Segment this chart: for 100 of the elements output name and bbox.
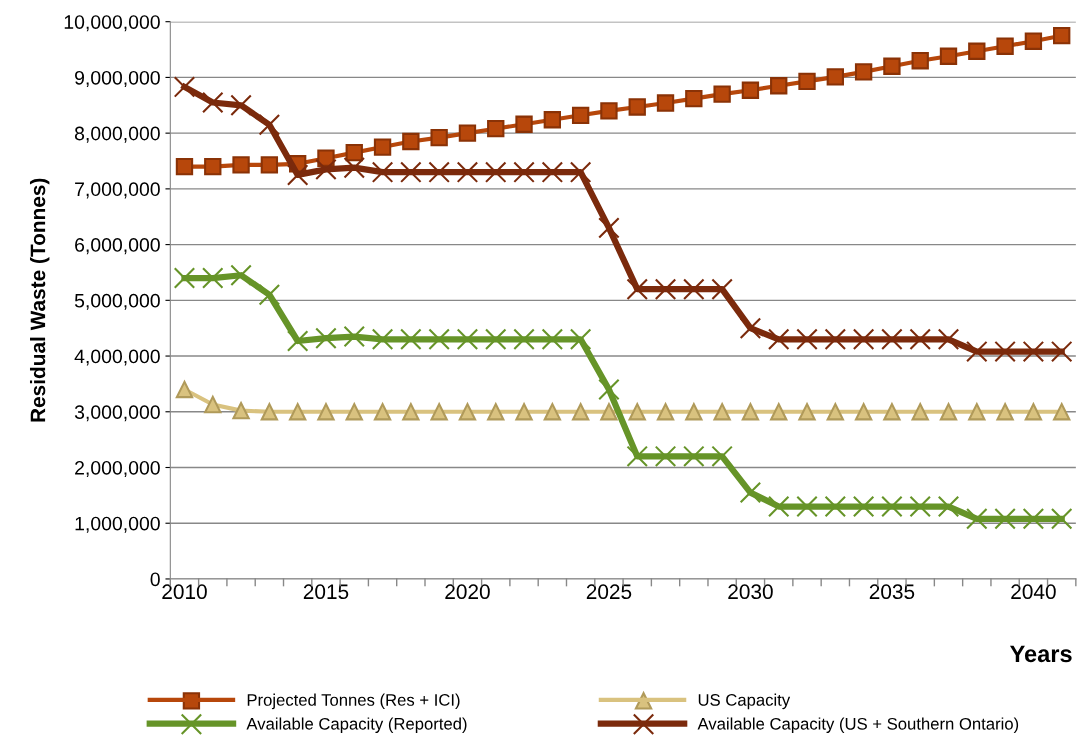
point — [598, 378, 620, 401]
point — [826, 68, 844, 86]
y-tick-label: 6,000,000 — [75, 238, 160, 255]
x-tick-label: 2025 — [586, 584, 632, 600]
point — [626, 278, 648, 300]
point — [317, 403, 335, 421]
point — [739, 317, 762, 339]
y-tick-label: 0 — [150, 572, 160, 587]
point — [286, 164, 309, 186]
point — [824, 495, 847, 518]
point — [230, 264, 252, 287]
point — [741, 403, 760, 421]
point — [767, 495, 790, 518]
point — [343, 325, 366, 348]
y-tick-label: 10,000,000 — [64, 15, 160, 32]
point — [428, 328, 450, 351]
point — [541, 161, 564, 183]
point — [796, 328, 818, 351]
point — [711, 278, 733, 300]
point — [626, 445, 648, 468]
point — [824, 328, 847, 351]
point — [569, 161, 592, 183]
point — [204, 157, 222, 176]
point — [258, 283, 281, 306]
point — [230, 94, 252, 117]
point — [543, 111, 562, 129]
point — [683, 445, 705, 468]
x-tick-label: 2020 — [445, 584, 490, 600]
point — [939, 403, 958, 421]
point — [966, 340, 988, 363]
point — [1053, 403, 1071, 421]
point — [402, 132, 420, 151]
point — [288, 403, 307, 421]
point — [487, 403, 505, 421]
point — [1022, 508, 1045, 530]
point — [175, 380, 194, 399]
point — [173, 267, 196, 289]
point — [232, 401, 250, 420]
point — [515, 403, 533, 421]
point — [911, 403, 929, 421]
point — [1024, 32, 1043, 50]
point — [798, 72, 816, 90]
point — [1050, 508, 1073, 530]
point — [826, 403, 844, 421]
point — [968, 42, 986, 60]
point — [966, 508, 988, 530]
point — [654, 445, 677, 468]
point — [798, 403, 816, 421]
point — [315, 158, 337, 181]
point — [796, 495, 818, 518]
x-axis-title: Years — [1009, 645, 1072, 663]
y-tick-label: 7,000,000 — [75, 182, 160, 199]
point — [258, 114, 281, 136]
point — [628, 403, 646, 421]
point — [685, 89, 703, 108]
point — [484, 161, 507, 183]
point — [854, 403, 873, 421]
point — [713, 85, 731, 103]
point — [371, 328, 394, 351]
point — [881, 495, 903, 518]
point — [994, 508, 1016, 530]
point — [883, 57, 901, 75]
point — [600, 403, 618, 421]
point — [373, 138, 392, 156]
point — [996, 403, 1014, 421]
point — [994, 340, 1016, 363]
point — [400, 161, 422, 183]
point — [204, 395, 222, 414]
point — [711, 445, 733, 468]
point — [598, 217, 620, 239]
point — [770, 403, 788, 421]
point — [513, 328, 535, 351]
point — [484, 328, 507, 351]
x-tick-label: 2035 — [869, 584, 915, 600]
point — [515, 115, 533, 133]
point — [345, 403, 363, 421]
point — [286, 330, 309, 352]
point — [173, 76, 196, 98]
y-tick-label: 4,000,000 — [74, 349, 160, 366]
y-tick-label: 1,000,000 — [75, 516, 160, 533]
legend-label: Projected Tonnes (Res + ICI) — [247, 693, 460, 710]
point — [939, 47, 958, 65]
point — [770, 77, 788, 95]
point — [852, 328, 875, 351]
point — [909, 495, 931, 518]
point — [343, 156, 366, 179]
y-tick-label: 8,000,000 — [74, 126, 160, 143]
point — [996, 37, 1014, 55]
point — [600, 102, 618, 120]
point — [739, 481, 762, 504]
point — [1053, 26, 1071, 45]
point — [513, 161, 535, 183]
x-tick-label: 2015 — [303, 584, 349, 600]
point — [854, 63, 873, 81]
point — [571, 106, 590, 124]
point — [541, 328, 564, 351]
point — [315, 327, 337, 349]
x-tick-label: 2010 — [162, 584, 207, 600]
x-tick-label: 2030 — [728, 584, 773, 600]
point — [628, 98, 646, 116]
